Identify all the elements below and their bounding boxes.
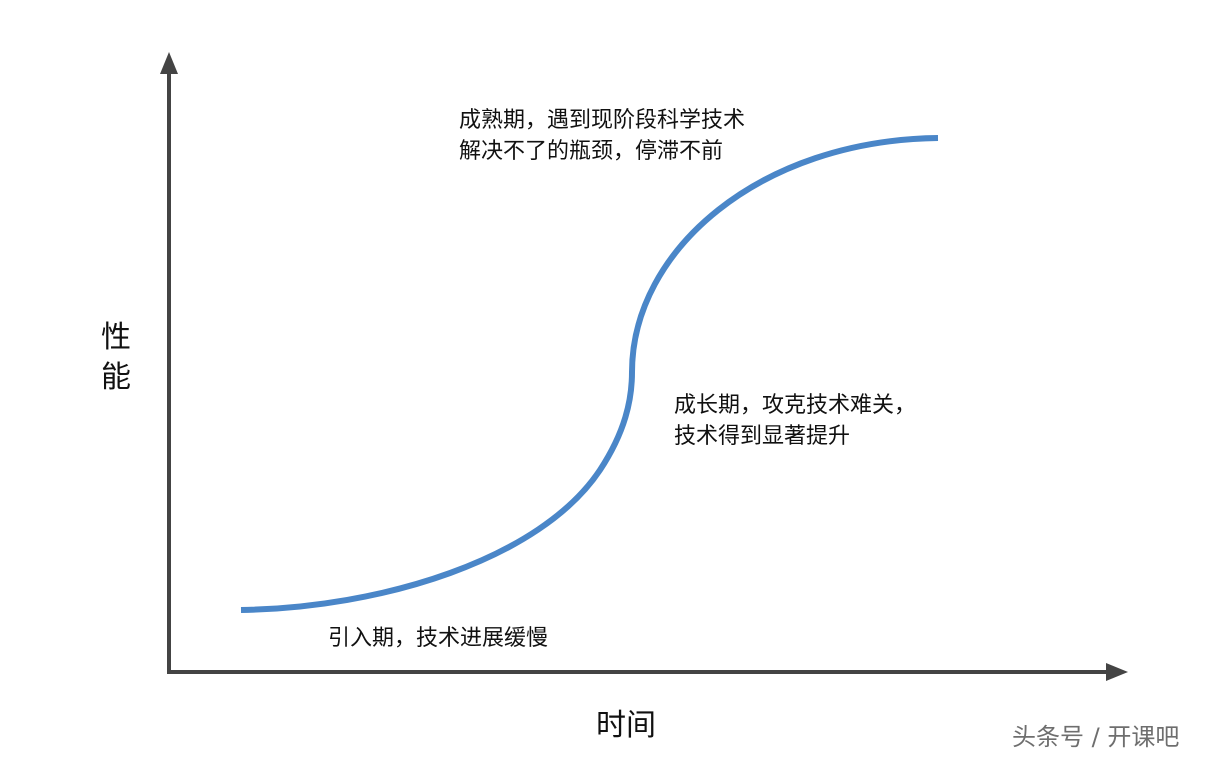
s-curve-line bbox=[240, 135, 939, 613]
growth-stage-line: 技术得到显著提升 bbox=[674, 424, 851, 449]
y-axis-label-char: 性 bbox=[101, 320, 131, 355]
x-axis-label: 时间 bbox=[596, 708, 656, 743]
watermark: 头条号 / 开课吧 bbox=[1012, 723, 1180, 751]
maturity-stage-label: 成熟期，遇到现阶段科学技术 解决不了的瓶颈，停滞不前 bbox=[459, 105, 745, 167]
y-axis-label: 性 能 bbox=[96, 318, 136, 398]
y-axis-arrow-icon bbox=[160, 52, 178, 74]
growth-stage-line: 成长期，攻克技术难关， bbox=[674, 393, 917, 418]
x-axis-arrow-icon bbox=[1106, 663, 1128, 681]
maturity-stage-line: 解决不了的瓶颈，停滞不前 bbox=[459, 139, 724, 164]
maturity-stage-line: 成熟期，遇到现阶段科学技术 bbox=[459, 108, 746, 133]
y-axis-label-char: 能 bbox=[101, 360, 131, 395]
growth-stage-label: 成长期，攻克技术难关， 技术得到显著提升 bbox=[674, 390, 916, 452]
introduction-stage-label: 引入期，技术进展缓慢 bbox=[328, 626, 549, 651]
